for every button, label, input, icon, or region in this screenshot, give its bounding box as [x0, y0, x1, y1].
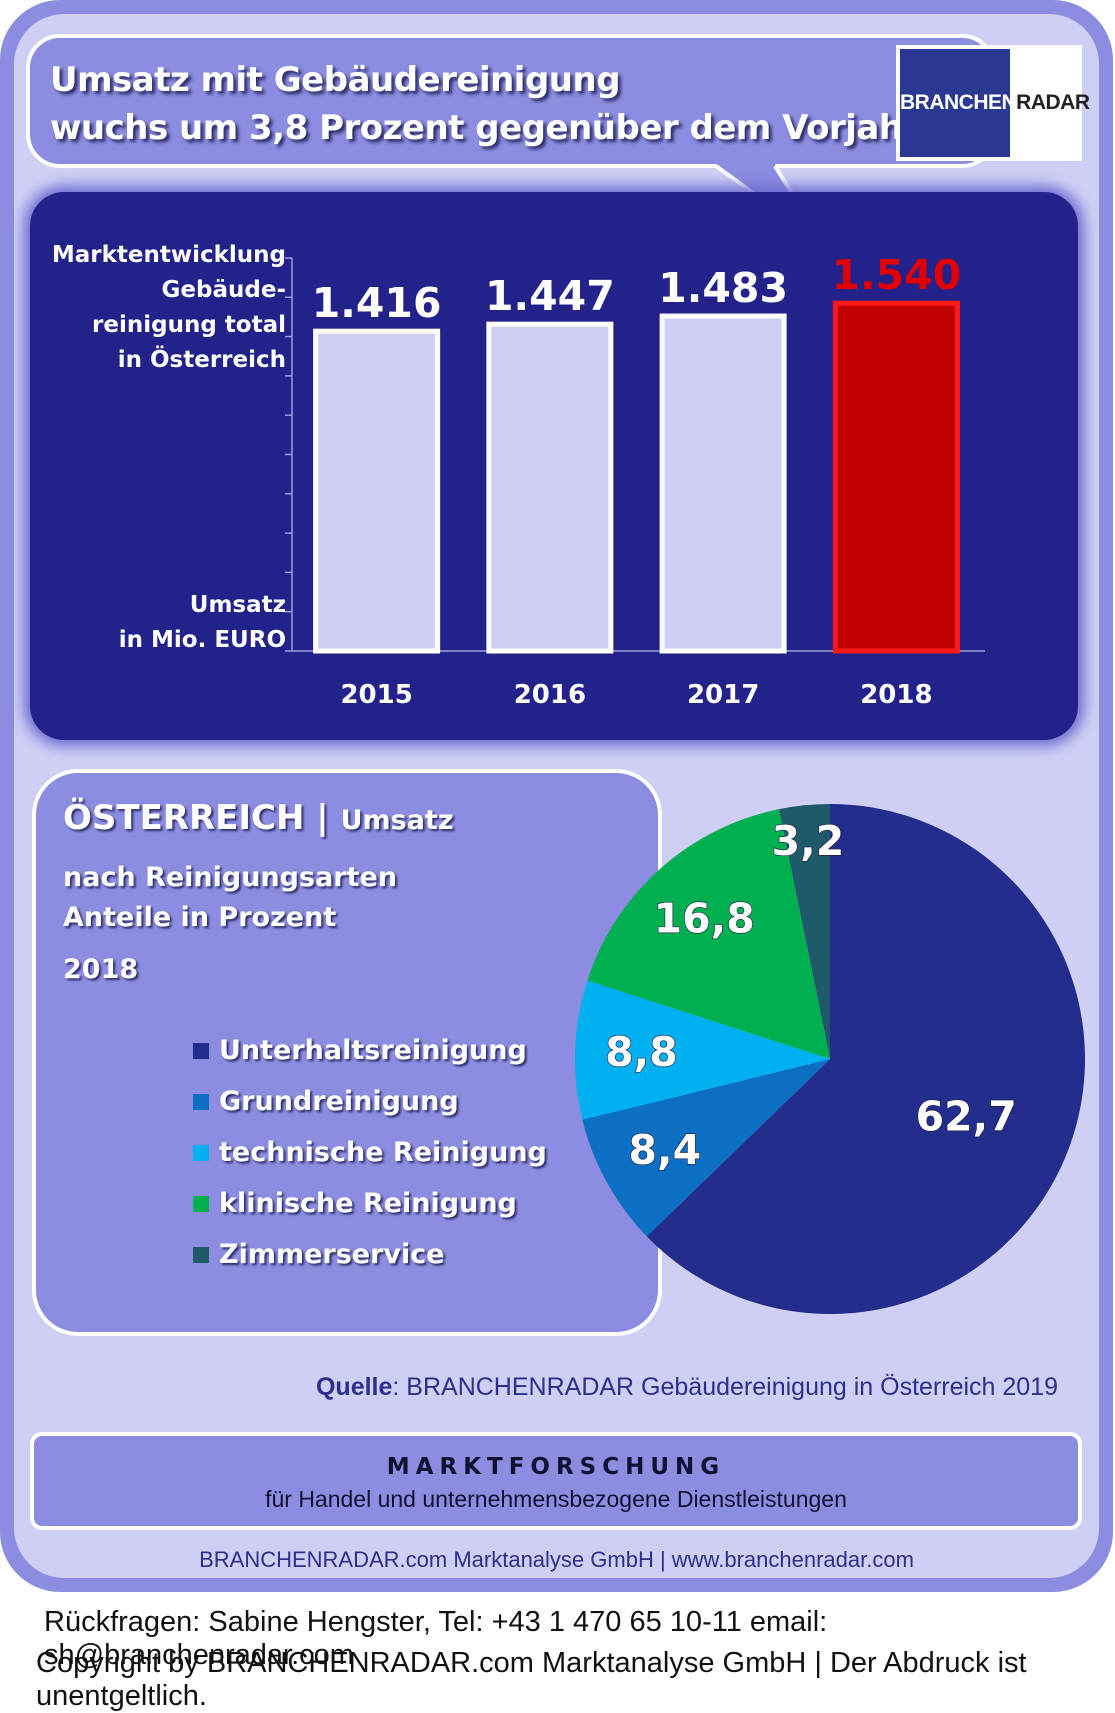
logo-text: BRANCHENRADAR: [900, 91, 1090, 115]
pie-title: ÖSTERREICH | Umsatz: [63, 798, 454, 838]
unit-line: Umsatz: [189, 592, 286, 618]
pie-slice-technische-reinigung: [575, 980, 830, 1120]
legend-swatch: [193, 1093, 209, 1110]
legend-item: Grundreinigung: [193, 1076, 547, 1127]
legend-label: Zimmerservice: [219, 1239, 445, 1270]
copyright-notice: Copyright by BRANCHENRADAR.com Marktanal…: [36, 1647, 1027, 1712]
marktforschung-subtitle: für Handel und unternehmensbezogene Dien…: [265, 1486, 847, 1512]
company-footer: BRANCHENRADAR.com Marktanalyse GmbH | ww…: [199, 1547, 914, 1572]
legend-label: klinische Reinigung: [219, 1188, 517, 1219]
source-text: : BRANCHENRADAR Gebäudereinigung in Öste…: [392, 1373, 1058, 1401]
bar-2016: [486, 321, 614, 654]
pie-value-label: 8,4: [629, 1126, 702, 1174]
bar-2017: [659, 313, 787, 654]
bar-description-line: reinigung total: [92, 312, 286, 338]
x-tick-label: 2016: [514, 680, 586, 710]
pie-slice-unterhaltsreinigung: [646, 804, 1085, 1314]
legend-swatch: [193, 1246, 209, 1263]
bar-description-line: Marktentwicklung: [51, 242, 286, 268]
pie-year: 2018: [63, 954, 139, 985]
legend-item: technische Reinigung: [193, 1127, 547, 1178]
headline-line-2: wuchs um 3,8 Prozent gegenüber dem Vorja…: [50, 108, 919, 148]
legend-swatch: [193, 1144, 209, 1161]
bar-value-label: 1.416: [312, 279, 442, 327]
legend-item: Zimmerservice: [193, 1229, 547, 1280]
source-label: Quelle: [315, 1373, 393, 1401]
legend-label: Unterhaltsreinigung: [219, 1035, 527, 1066]
pie-title-sub: Umsatz: [340, 805, 454, 836]
pie-slice-klinische-reinigung: [587, 809, 830, 1059]
marktforschung-title: MARKTFORSCHUNG: [386, 1454, 726, 1480]
legend-label: Grundreinigung: [219, 1086, 459, 1117]
pie-value-label: 16,8: [654, 894, 755, 942]
legend-item: Unterhaltsreinigung: [193, 1025, 547, 1076]
bar-2015: [313, 328, 441, 654]
logo-blue-block: [900, 49, 1010, 157]
pie-slice-grundreinigung: [582, 1059, 830, 1237]
headline-line-1: Umsatz mit Gebäudereinigung: [50, 60, 621, 100]
bar-chart: 1.416 2015 1.447 2016 1.483 2017 1.540 2018: [285, 251, 985, 710]
source-note: Quelle: BRANCHENRADAR Gebäudereinigung i…: [316, 1373, 1058, 1402]
headline: Umsatz mit Gebäudereinigung wuchs um 3,8…: [50, 56, 919, 152]
logo-part-1: BRANCHEN: [900, 91, 1017, 114]
pie-subtitle-1: nach Reinigungsarten: [63, 862, 398, 893]
bar-2018: [832, 300, 960, 654]
bar-value-label: 1.447: [485, 272, 615, 320]
bar-value-label: 1.483: [658, 264, 788, 312]
pie-value-label: 3,2: [772, 817, 845, 865]
headline-bubble: [26, 34, 996, 168]
pie-value-label: 8,8: [605, 1028, 678, 1076]
pie-slice-zimmerservice: [779, 804, 830, 1059]
unit-line: in Mio. EURO: [118, 627, 286, 653]
pie-chart: 62,7 8,4 8,8 16,8 3,2: [575, 804, 1085, 1314]
pie-title-main: ÖSTERREICH |: [63, 798, 329, 838]
legend-swatch: [193, 1042, 209, 1059]
bar-description-line: in Österreich: [117, 347, 286, 373]
pie-subtitle-2: Anteile in Prozent: [63, 902, 337, 933]
contact-info: Rückfragen: Sabine Hengster, Tel: +43 1 …: [44, 1606, 828, 1671]
x-tick-label: 2018: [860, 680, 932, 710]
logo-part-2: RADAR: [1016, 91, 1090, 114]
pie-legend-panel: [32, 769, 662, 1336]
legend-item: klinische Reinigung: [193, 1178, 547, 1229]
bar-chart-description: Marktentwicklung Gebäude- reinigung tota…: [52, 238, 286, 378]
x-tick-label: 2017: [687, 680, 759, 710]
bar-description-line: Gebäude-: [161, 277, 286, 303]
legend-label: technische Reinigung: [219, 1137, 547, 1168]
bar-chart-unit-label: Umsatz in Mio. EURO: [119, 588, 286, 658]
pie-legend: Unterhaltsreinigung Grundreinigung technis…: [193, 1025, 547, 1280]
bar-value-label: 1.540: [832, 251, 962, 299]
x-tick-label: 2015: [340, 680, 412, 710]
legend-swatch: [193, 1195, 209, 1212]
pie-value-label: 62,7: [916, 1093, 1017, 1141]
marktforschung-banner: MARKTFORSCHUNG für Handel und unternehme…: [30, 1432, 1082, 1530]
branchenradar-logo: BRANCHENRADAR: [896, 45, 1090, 161]
